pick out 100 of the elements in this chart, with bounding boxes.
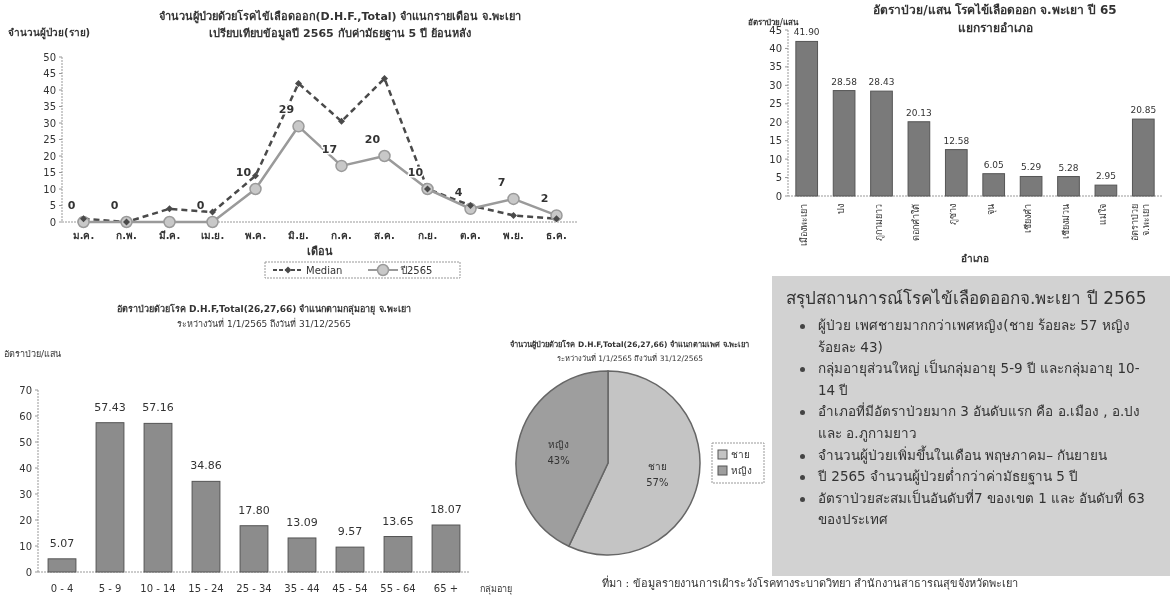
bar (287, 537, 317, 573)
text: จำนวนผู้ป่วยเพิ่มขึ้นในเดือน พฤษภาคม– กันยายน (817, 444, 1109, 466)
chart-title: อัตราป่วย/แสน โรคไข้เลือดออก จ.พะเยา ปี 65 (873, 2, 1117, 17)
y-tick-label: 20 (43, 150, 56, 162)
x-tick-label: 35 - 44 (284, 583, 320, 594)
y-tick-label: 60 (19, 410, 32, 422)
slice-label: ชาย (647, 461, 667, 473)
point (163, 215, 176, 229)
y-tick-label: 0 (775, 190, 782, 202)
y-tick-label: 30 (769, 79, 782, 91)
data-label: 28.43 (868, 77, 895, 88)
data-label: 18.07 (430, 503, 462, 517)
data-label: 0 (67, 199, 76, 212)
x-tick-label: เชียงม่วน (1060, 204, 1071, 239)
y-tick-label: 20 (769, 116, 782, 128)
text: อัตราป่วยสะสมเป็นอันดับที่7 ของเขต 1 และ อันดับที่ 63 ของประเทศ (817, 488, 1146, 530)
x-tick-label: ต.ค. (460, 230, 481, 241)
slice-label: หญิง (548, 438, 570, 450)
x-tick-label: 45 - 54 (332, 583, 368, 594)
x-tick-label: มี.ค. (158, 230, 181, 241)
data-label: 57.16 (142, 401, 174, 415)
point (338, 117, 345, 125)
bar (95, 422, 125, 573)
data-label: 10 (235, 166, 252, 179)
y-tick-label: 25 (769, 98, 782, 110)
point (510, 211, 517, 219)
y-tick-label: 40 (43, 84, 56, 96)
y-tick-label: 45 (43, 68, 56, 79)
x-axis-title: อำเภอ (961, 253, 989, 264)
y-axis-title: อัตราป่วย/แสน (748, 18, 799, 27)
y-tick-label: 0 (49, 216, 56, 228)
data-label: 10 (407, 166, 424, 179)
y-tick-label: 15 (43, 167, 56, 178)
y-tick-label: 35 (43, 101, 56, 112)
data-label: 20 (364, 133, 381, 146)
text: สรุปสถานการณ์โรคไข้เลือดออกจ.พะเยา ปี 2565 (786, 287, 1148, 311)
chart-title: จำนวนผู้ป่วยด้วยโรคไข้เลือดออก(D.H.F.,Total) จำแนกรายเดือน จ.พะเยา (158, 9, 522, 24)
x-tick-label: พ.ค. (244, 230, 267, 241)
x-tick-label: ก.ย. (417, 230, 438, 241)
data-label: 2 (540, 192, 549, 206)
point (295, 79, 302, 87)
y-tick-label: 30 (43, 117, 56, 129)
data-label: 17 (321, 142, 338, 156)
x-tick-label: เมืองพะเยา (798, 204, 809, 246)
data-label: 12.58 (943, 135, 970, 146)
y-tick-label: 5 (775, 172, 782, 184)
y-tick-label: 10 (19, 540, 32, 552)
data-label: 28.58 (831, 76, 858, 87)
bar (1019, 175, 1043, 197)
data-label: 4 (454, 185, 463, 199)
y-tick-label: 40 (19, 462, 32, 474)
bar (870, 90, 893, 197)
x-tick-label: 15 - 24 (188, 583, 224, 594)
bar (383, 536, 413, 573)
text: อำเภอที่มีอัตราป่วยมาก 3 อันดับแรก คือ อ.เมือง , อ.ปง และ อ.ภูกามยาว (817, 401, 1142, 444)
x-tick-label: จุน (985, 204, 997, 215)
point (507, 192, 520, 206)
text: ที่มา : ข้อมูลรายงานการเฝ้าระวังโรคทางระบาดวิทยา สำนักงานสาธารณสุขจังหวัดพะเยา (602, 575, 1019, 590)
bar (47, 558, 77, 573)
point (335, 159, 348, 173)
legend-label: ปี2565 (400, 265, 433, 276)
data-label: 43% (547, 454, 570, 466)
data-label: 57.43 (94, 400, 126, 414)
bar (832, 90, 856, 197)
chart-title: อัตราป่วยด้วยโรค D.H.F,Total(26,27,66) จำแนกตามกลุ่มอายุ จ.พะเยา (116, 303, 412, 315)
x-axis-title: เดือน (307, 245, 333, 258)
point (249, 182, 262, 196)
x-tick-label: พ.ย. (503, 230, 524, 241)
data-label: 20.85 (1130, 105, 1157, 116)
y-tick-label: 40 (769, 42, 782, 54)
chart-subtitle: แยกรายอำเภอ (957, 21, 1033, 35)
x-tick-label: แม่ใจ (1097, 204, 1108, 225)
bar (143, 422, 173, 573)
x-tick-label: ส.ค. (374, 230, 395, 241)
data-label: 6.05 (983, 159, 1004, 170)
data-label: 41.90 (793, 27, 820, 38)
x-tick-label: เชียงคำ (1023, 204, 1034, 233)
x-tick-label: เม.ย. (200, 230, 225, 241)
text: ผู้ป่วย เพศชายมากกว่าเพศหญิง(ชาย ร้อยละ 57 หญิง ร้อยละ 43) (817, 316, 1131, 357)
point (381, 74, 388, 82)
y-tick-label: 30 (19, 488, 32, 500)
chart-subtitle: ระหว่างวันที่ 1/1/2565 ถึงวันที่ 31/12/2565 (177, 317, 351, 329)
x-tick-label: 65 + (433, 583, 459, 594)
bar (335, 546, 365, 573)
data-label: 5.28 (1058, 162, 1079, 173)
y-tick-label: 15 (769, 135, 782, 147)
x-axis-title: กลุ่มอายุ (480, 584, 512, 595)
point (166, 205, 173, 213)
data-label: 57% (646, 477, 669, 489)
y-tick-label: 10 (43, 183, 56, 195)
y-tick-label: 50 (19, 436, 32, 448)
y-tick-label: 5 (49, 200, 56, 211)
bar (239, 525, 269, 573)
bar (982, 173, 1006, 197)
bar (431, 524, 461, 573)
x-tick-label: ก.ค. (331, 230, 352, 241)
x-tick-label: 10 - 14 (140, 583, 176, 594)
text: กลุ่มอายุส่วนใหญ่ เป็นกลุ่มอายุ 5-9 ปี และกลุ่มอายุ 10-14 ปี (817, 358, 1141, 400)
data-label: 2.95 (1095, 171, 1116, 182)
y-axis-title: จำนวนผู้ป่วย(ราย) (8, 27, 91, 40)
